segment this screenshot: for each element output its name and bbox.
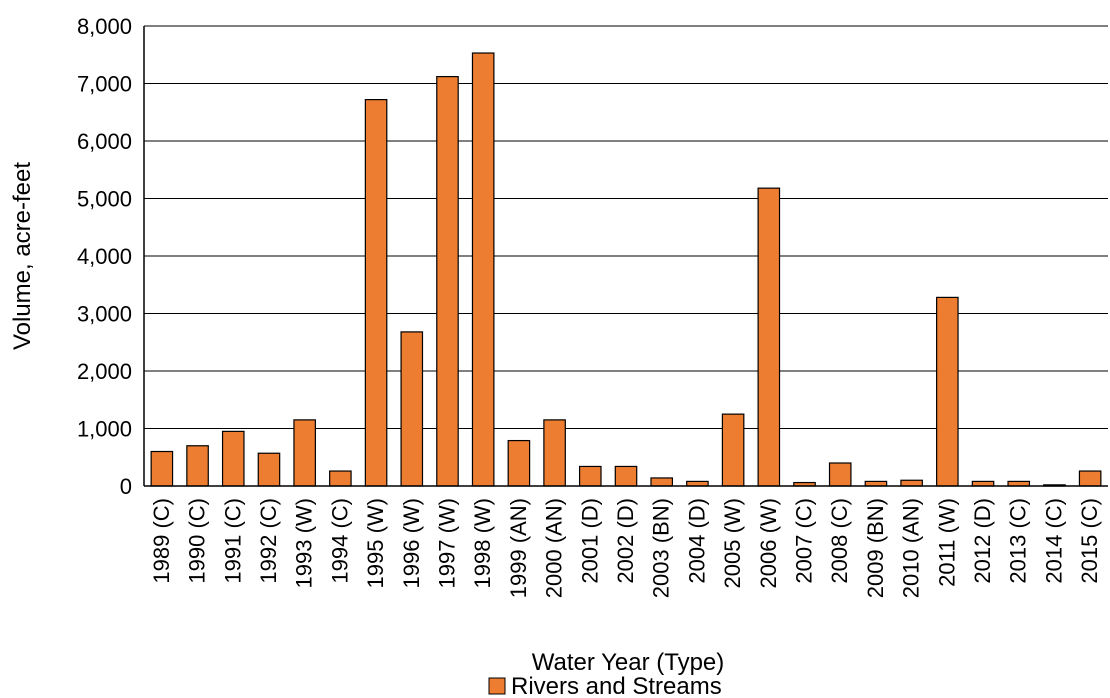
gridlines [144, 25, 1108, 487]
x-tick-label: 2012 (D) [970, 498, 995, 584]
bar [471, 52, 495, 487]
bar [721, 413, 745, 487]
bar [936, 296, 959, 487]
x-tick-label: 2013 (C) [1006, 498, 1031, 584]
x-tick-label: 2014 (C) [1041, 498, 1066, 584]
x-tick-label: 2006 (W) [756, 498, 781, 588]
bar [329, 470, 352, 487]
x-tick-label: 2011 (W) [934, 498, 959, 587]
x-tick-label: 2000 (AN) [542, 498, 567, 598]
x-tick-label: 1995 (W) [363, 498, 388, 588]
bar [1078, 470, 1102, 487]
x-tick-label: 2002 (D) [613, 498, 638, 584]
bar [578, 465, 602, 487]
x-tick-label: 1996 (W) [399, 498, 424, 588]
y-tick-label: 1,000 [77, 417, 132, 442]
y-tick-label: 2,000 [77, 359, 132, 384]
x-axis-title: Water Year (Type) [532, 649, 725, 676]
x-tick-label: 2015 (C) [1077, 498, 1102, 584]
bar [257, 452, 281, 487]
bar [614, 465, 638, 487]
legend: Rivers and Streams [488, 673, 722, 698]
y-tick-label: 0 [120, 474, 132, 499]
x-tick-label: 1992 (C) [256, 498, 281, 584]
x-tick-label: 2005 (W) [720, 498, 745, 588]
bar [364, 98, 388, 487]
bars [150, 52, 1102, 487]
bar [507, 439, 531, 487]
x-tick-label: 2004 (D) [684, 498, 709, 584]
y-tick-labels: 0 1,000 2,000 3,000 4,000 5,000 6,000 7,000 8,00… [77, 14, 132, 499]
axes [143, 26, 1108, 487]
x-tick-label: 1999 (AN) [506, 498, 531, 598]
bar [221, 430, 245, 487]
bar [828, 462, 852, 487]
y-tick-label: 3,000 [77, 302, 132, 327]
y-axis-title: Volume, acre-feet [9, 162, 36, 350]
x-tick-label: 2003 (BN) [649, 498, 674, 598]
x-tick-label: 2009 (BN) [863, 498, 888, 598]
y-tick-label: 4,000 [77, 244, 132, 269]
x-tick-labels: 1989 (C) 1990 (C) 1991 (C) 1992 (C) 1993 (W)… [149, 498, 1102, 598]
legend-label: Rivers and Streams [511, 673, 722, 698]
y-tick-label: 6,000 [77, 129, 132, 154]
bar [436, 75, 459, 487]
bar [400, 331, 424, 487]
bar [900, 479, 923, 487]
bar [150, 450, 174, 487]
x-tick-label: 1989 (C) [149, 498, 174, 584]
bar [186, 445, 209, 487]
bar [650, 477, 674, 487]
x-tick-label: 1997 (W) [434, 498, 459, 588]
y-tick-label: 8,000 [77, 14, 132, 39]
x-tick-label: 1994 (C) [327, 498, 352, 584]
legend-swatch [488, 677, 506, 695]
x-tick-label: 1998 (W) [470, 498, 495, 588]
bar [293, 419, 316, 487]
x-tick-label: 2010 (AN) [899, 498, 924, 598]
x-tick-label: 2008 (C) [827, 498, 852, 584]
x-tick-label: 2007 (C) [792, 498, 817, 584]
x-tick-label: 1990 (C) [185, 498, 210, 584]
y-tick-label: 7,000 [77, 72, 132, 97]
y-tick-label: 5,000 [77, 187, 132, 212]
x-tick-label: 1991 (C) [220, 498, 245, 584]
x-tick-label: 2001 (D) [577, 498, 602, 584]
bar [543, 419, 566, 487]
bar [757, 187, 781, 487]
x-tick-label: 1993 (W) [292, 498, 317, 588]
